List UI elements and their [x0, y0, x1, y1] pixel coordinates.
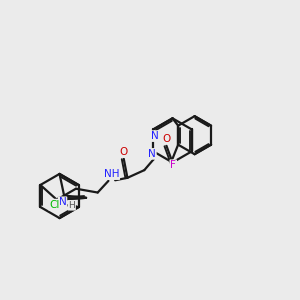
Text: O: O: [120, 147, 128, 157]
Text: Cl: Cl: [49, 200, 59, 210]
Text: O: O: [162, 134, 170, 144]
Text: F: F: [170, 160, 176, 170]
Text: H: H: [68, 201, 75, 210]
Text: NH: NH: [104, 169, 119, 179]
Text: N: N: [151, 131, 159, 141]
Text: N: N: [59, 197, 67, 207]
Text: N: N: [148, 149, 156, 159]
